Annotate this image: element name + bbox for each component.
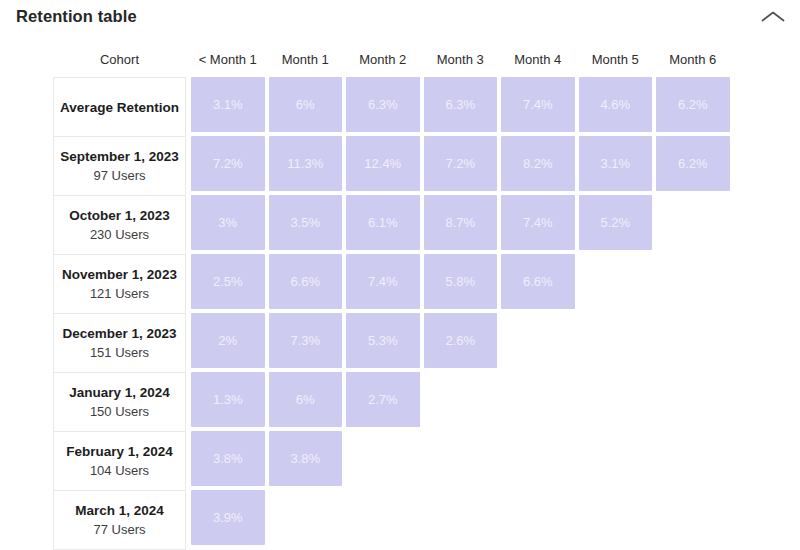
empty-cell (424, 431, 498, 486)
cohort-user-count: 104 Users (90, 462, 149, 479)
retention-cell[interactable]: 5.2% (579, 195, 653, 250)
retention-cell[interactable]: 6.6% (269, 254, 343, 309)
cohort-label: January 1, 2024 (69, 384, 170, 401)
retention-cell[interactable]: 5.3% (346, 313, 420, 368)
panel-title: Retention table (16, 7, 137, 26)
retention-cell[interactable]: 11.3% (269, 136, 343, 191)
retention-cell[interactable]: 3.5% (269, 195, 343, 250)
empty-cell (346, 431, 420, 486)
empty-cell (656, 313, 730, 368)
cohort-cell: March 1, 2024 77 Users (53, 490, 186, 550)
retention-panel: Retention table Cohort Average Retention… (0, 0, 800, 550)
empty-cell (424, 372, 498, 427)
cohort-label: September 1, 2023 (60, 148, 179, 165)
retention-cell[interactable]: 2.6% (424, 313, 498, 368)
empty-cell (579, 490, 653, 545)
retention-cell[interactable]: 6.2% (656, 136, 730, 191)
retention-cell[interactable]: 6.6% (501, 254, 575, 309)
retention-cell[interactable]: 6% (269, 372, 343, 427)
empty-cell (424, 490, 498, 545)
empty-cell (656, 490, 730, 545)
retention-cell[interactable]: 2% (191, 313, 265, 368)
retention-cell[interactable]: 3.9% (191, 490, 265, 545)
retention-cell[interactable]: 6.3% (346, 77, 420, 132)
cohort-user-count: 121 Users (90, 285, 149, 302)
retention-table: Cohort Average Retention September 1, 202… (53, 46, 730, 550)
empty-cell (501, 372, 575, 427)
retention-cell[interactable]: 6.2% (656, 77, 730, 132)
cohort-label: October 1, 2023 (69, 207, 170, 224)
empty-cell (579, 313, 653, 368)
cohort-cell: November 1, 2023 121 Users (53, 254, 186, 314)
retention-cell[interactable]: 3.1% (579, 136, 653, 191)
empty-cell (579, 372, 653, 427)
retention-cell[interactable]: 3.8% (191, 431, 265, 486)
month-column-header: Month 6 (656, 46, 730, 73)
retention-cell[interactable]: 2.5% (191, 254, 265, 309)
retention-cell[interactable]: 7.2% (191, 136, 265, 191)
month-column-header: Month 3 (424, 46, 498, 73)
retention-cell[interactable]: 7.4% (501, 195, 575, 250)
retention-cell[interactable]: 7.4% (501, 77, 575, 132)
collapse-toggle-button[interactable] (759, 6, 787, 26)
empty-cell (656, 254, 730, 309)
empty-cell (501, 313, 575, 368)
retention-cell[interactable]: 4.6% (579, 77, 653, 132)
retention-cell[interactable]: 8.2% (501, 136, 575, 191)
retention-cell[interactable]: 2.7% (346, 372, 420, 427)
cohort-user-count: 230 Users (90, 226, 149, 243)
empty-cell (501, 490, 575, 545)
retention-cell[interactable]: 3.8% (269, 431, 343, 486)
cohort-user-count: 77 Users (93, 521, 145, 538)
retention-grid: < Month 1Month 1Month 2Month 3Month 4Mon… (191, 46, 730, 545)
retention-cell[interactable]: 6.3% (424, 77, 498, 132)
retention-cell[interactable]: 1.3% (191, 372, 265, 427)
cohort-cell: October 1, 2023 230 Users (53, 195, 186, 255)
cohort-cell: February 1, 2024 104 Users (53, 431, 186, 491)
empty-cell (346, 490, 420, 545)
empty-cell (656, 372, 730, 427)
month-column-header: Month 1 (269, 46, 343, 73)
retention-cell[interactable]: 7.2% (424, 136, 498, 191)
retention-cell[interactable]: 8.7% (424, 195, 498, 250)
retention-cell[interactable]: 12.4% (346, 136, 420, 191)
cohort-cell: December 1, 2023 151 Users (53, 313, 186, 373)
cohort-cell: Average Retention (53, 77, 186, 137)
retention-cell[interactable]: 3.1% (191, 77, 265, 132)
cohort-column: Cohort Average Retention September 1, 202… (53, 46, 186, 550)
empty-cell (579, 431, 653, 486)
cohort-label: February 1, 2024 (66, 443, 173, 460)
cohort-label: March 1, 2024 (75, 502, 164, 519)
retention-cell[interactable]: 7.3% (269, 313, 343, 368)
retention-cell[interactable]: 5.8% (424, 254, 498, 309)
month-column-header: Month 5 (579, 46, 653, 73)
retention-cell[interactable]: 7.4% (346, 254, 420, 309)
cohort-label: Average Retention (60, 99, 179, 116)
empty-cell (579, 254, 653, 309)
empty-cell (656, 195, 730, 250)
cohort-label: December 1, 2023 (62, 325, 176, 342)
cohort-user-count: 97 Users (93, 167, 145, 184)
cohort-label: November 1, 2023 (62, 266, 177, 283)
cohort-user-count: 150 Users (90, 403, 149, 420)
cohort-cell: September 1, 2023 97 Users (53, 136, 186, 196)
empty-cell (656, 431, 730, 486)
cohort-user-count: 151 Users (90, 344, 149, 361)
cohort-column-header: Cohort (53, 46, 186, 73)
month-column-header: < Month 1 (191, 46, 265, 73)
cohort-cell: January 1, 2024 150 Users (53, 372, 186, 432)
month-column-header: Month 4 (501, 46, 575, 73)
month-column-header: Month 2 (346, 46, 420, 73)
empty-cell (501, 431, 575, 486)
retention-cell[interactable]: 3% (191, 195, 265, 250)
retention-cell[interactable]: 6% (269, 77, 343, 132)
chevron-up-icon (760, 9, 786, 24)
empty-cell (269, 490, 343, 545)
retention-cell[interactable]: 6.1% (346, 195, 420, 250)
